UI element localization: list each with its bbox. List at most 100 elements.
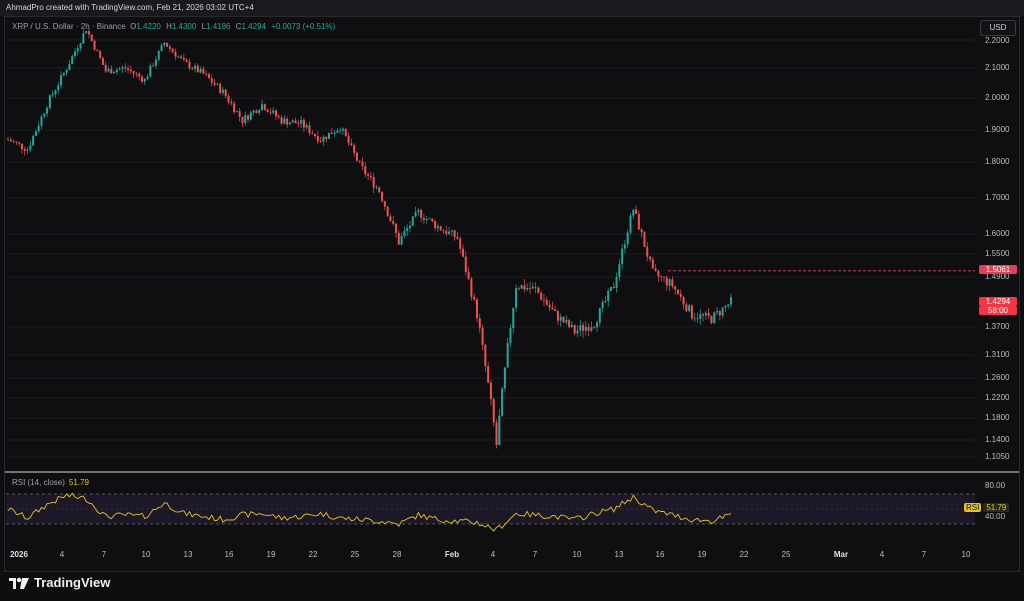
candle-body	[506, 343, 509, 368]
rsi-value: 51.79	[68, 478, 89, 487]
candle-body	[417, 209, 420, 213]
candle-body	[339, 130, 342, 132]
candle-body	[478, 318, 481, 328]
candle-body	[464, 256, 467, 273]
currency-button[interactable]: USD	[980, 20, 1016, 36]
candle-body	[328, 132, 331, 139]
candle-body	[140, 76, 143, 82]
time-tick: Feb	[444, 550, 460, 559]
candle-body	[674, 286, 677, 290]
candle-body	[612, 287, 615, 288]
candle-body	[690, 305, 693, 319]
candle-body	[392, 221, 395, 224]
candle-body	[453, 230, 456, 238]
candle-body	[311, 133, 314, 134]
candle-body	[32, 136, 35, 146]
tradingview-logo[interactable]: TradingView	[8, 575, 110, 590]
candle-body	[247, 115, 250, 120]
time-tick: 22	[308, 550, 318, 559]
candle-body	[90, 34, 93, 41]
candle-body	[121, 67, 124, 69]
countdown-badge: 58:00	[979, 306, 1017, 315]
change-value: +0.0073 (+0.51%)	[271, 22, 336, 31]
time-tick: 4	[879, 550, 885, 559]
candle-body	[9, 139, 12, 142]
chart-frame[interactable]	[4, 16, 1020, 572]
candle-body	[551, 307, 554, 310]
candle-body	[523, 285, 526, 290]
time-tick: 13	[183, 550, 193, 559]
candle-body	[48, 95, 51, 109]
candle-body	[520, 285, 523, 289]
high-key: H	[166, 22, 172, 31]
candle-body	[168, 46, 171, 49]
candle-body	[635, 209, 638, 214]
candle-body	[579, 325, 582, 331]
price-tick: 2.1000	[985, 63, 1010, 72]
candle-body	[607, 290, 610, 302]
candle-body	[364, 166, 367, 175]
candle-body	[297, 123, 300, 124]
candle-body	[263, 104, 266, 111]
price-tick: 1.5500	[985, 249, 1010, 258]
candle-body	[403, 231, 406, 237]
candle-body	[62, 72, 65, 76]
candle-body	[7, 139, 9, 141]
candle-body	[12, 141, 15, 143]
candle-body	[545, 300, 548, 305]
candle-body	[210, 78, 213, 83]
time-tick: 13	[614, 550, 624, 559]
candle-body	[135, 73, 138, 75]
candle-body	[688, 305, 691, 312]
candle-body	[470, 278, 473, 297]
candle-body	[573, 324, 576, 334]
rsi-legend: RSI (14, close) 51.79	[12, 478, 89, 487]
candle-body	[375, 187, 378, 189]
candle-body	[336, 130, 339, 133]
price-tick: 1.7000	[985, 193, 1010, 202]
candle-body	[319, 141, 322, 143]
candle-body	[118, 68, 121, 70]
candle-body	[434, 221, 437, 229]
time-tick: 4	[59, 550, 65, 559]
candle-body	[43, 113, 46, 117]
price-tick: 1.8000	[985, 157, 1010, 166]
candle-body	[397, 232, 400, 245]
candle-body	[341, 128, 344, 131]
last-price-badge: 1.4294	[979, 297, 1017, 306]
candle-body	[439, 226, 442, 231]
candle-body	[623, 244, 626, 249]
time-tick: 19	[697, 550, 707, 559]
candle-body	[498, 415, 501, 445]
high-value: 1.4300	[171, 22, 197, 31]
candle-body	[660, 276, 663, 278]
candle-body	[609, 287, 612, 291]
candle-body	[300, 119, 303, 124]
candle-body	[308, 125, 311, 134]
candle-body	[369, 175, 372, 177]
candle-body	[283, 118, 286, 124]
candle-body	[540, 292, 543, 300]
candle-body	[668, 279, 671, 286]
candle-body	[400, 236, 403, 245]
candle-body	[26, 149, 29, 151]
candle-body	[115, 69, 118, 73]
candle-body	[46, 108, 49, 114]
time-tick: 16	[655, 550, 665, 559]
candle-body	[207, 74, 210, 79]
candle-body	[456, 237, 459, 239]
candle-body	[422, 218, 425, 220]
price-tick: 1.4900	[985, 272, 1010, 281]
price-tick: 2.0000	[985, 93, 1010, 102]
candle-body	[358, 160, 361, 162]
candle-body	[693, 318, 696, 320]
low-value: 1.4186	[206, 22, 231, 31]
candle-body	[487, 366, 490, 383]
candle-body	[428, 218, 431, 220]
candle-body	[534, 286, 537, 288]
candle-body	[269, 112, 272, 113]
candle-body	[654, 268, 657, 271]
candle-body	[629, 215, 632, 233]
time-tick: 19	[266, 550, 276, 559]
